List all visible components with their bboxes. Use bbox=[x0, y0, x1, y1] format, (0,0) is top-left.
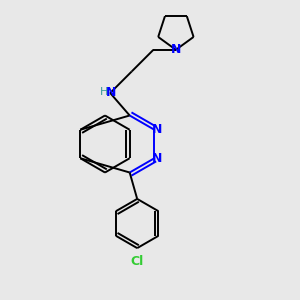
Text: N: N bbox=[106, 86, 116, 99]
Text: N: N bbox=[152, 123, 162, 136]
Text: H: H bbox=[99, 86, 108, 97]
Text: N: N bbox=[171, 43, 181, 56]
Text: Cl: Cl bbox=[130, 255, 144, 268]
Text: N: N bbox=[152, 152, 162, 165]
